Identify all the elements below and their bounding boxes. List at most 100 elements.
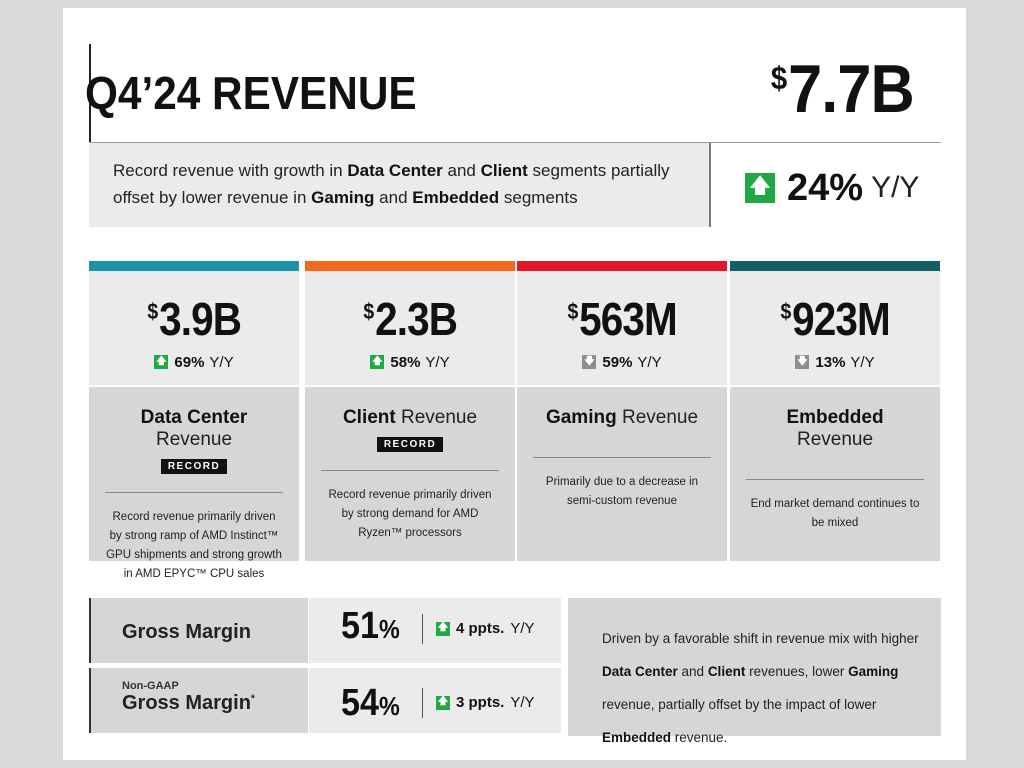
summary-highlight: Embedded <box>412 188 500 207</box>
segment-change-unit: Y/Y <box>209 353 234 371</box>
growth-unit: Y/Y <box>871 171 920 204</box>
segment-name-rest: Revenue <box>395 407 478 428</box>
segment-name-bold: Data Center <box>140 407 248 428</box>
segment-details: Gaming Revenue Primarily due to a decreas… <box>517 385 727 561</box>
segment-card: $2.3B 🡅 58% Y/Y Client Revenue RECORD Record r… <box>305 261 515 561</box>
segment-details: Embedded Revenue End market demand contin… <box>730 385 940 561</box>
segment-name-bold: Embedded <box>786 407 884 428</box>
margin-divider <box>422 614 423 644</box>
currency-sign: $ <box>147 299 158 324</box>
margin-change: 🡅 3 ppts. Y/Y <box>436 694 535 711</box>
segment-change: 🡅 58% Y/Y <box>305 354 515 371</box>
arrow-down-icon: 🡇 <box>582 355 597 370</box>
margin-value: 54 <box>341 682 380 724</box>
segment-card: $563M 🡇 59% Y/Y Gaming Revenue Primarily due … <box>517 261 727 561</box>
margin-label-cell: Non-GAAP Gross Margin* <box>89 668 308 733</box>
segment-color-bar <box>89 261 299 271</box>
summary-text: and <box>442 161 481 180</box>
segment-change: 🡅 69% Y/Y <box>89 354 299 371</box>
percent-sign: % <box>379 614 400 644</box>
segment-metrics: $563M 🡇 59% Y/Y <box>517 271 727 385</box>
note-highlight: Data Center <box>602 664 678 679</box>
header-divider <box>89 142 941 143</box>
margin-label-cell: Gross Margin <box>89 598 308 663</box>
record-badge: RECORD <box>160 459 228 474</box>
segment-change-value: 58% <box>390 353 421 371</box>
segment-name-rest: Revenue <box>155 429 233 450</box>
segment-metrics: $3.9B 🡅 69% Y/Y <box>89 271 299 385</box>
segment-description: Primarily due to a decrease in semi-cust… <box>545 476 699 507</box>
total-revenue: $7.7B <box>771 50 915 128</box>
margin-divider <box>422 688 423 718</box>
note-highlight: Gaming <box>848 664 899 679</box>
currency-sign: $ <box>363 299 374 324</box>
footnote-marker: * <box>250 693 255 705</box>
margin-note: Driven by a favorable shift in revenue m… <box>568 598 941 745</box>
margin-percent: 51% <box>341 605 400 648</box>
segment-change-value: 13% <box>815 353 846 371</box>
segment-metrics: $923M 🡇 13% Y/Y <box>730 271 940 385</box>
margin-percent: 54% <box>341 682 400 725</box>
segment-color-bar <box>517 261 727 271</box>
percent-sign: % <box>379 691 400 721</box>
segment-name-rest: Revenue <box>796 429 874 450</box>
segment-divider <box>105 492 283 493</box>
segment-color-bar <box>305 261 515 271</box>
margin-sublabel: Non-GAAP <box>122 680 179 692</box>
segment-revenue-value: 563M <box>578 292 678 345</box>
segment-revenue-value: 923M <box>791 292 891 345</box>
margin-label-text: Gross Margin <box>122 621 251 643</box>
margin-change-value: 3 ppts. <box>456 694 505 711</box>
note-text: revenues, lower <box>745 664 849 679</box>
margin-change-value: 4 ppts. <box>456 620 505 637</box>
note-highlight: Embedded <box>602 730 672 745</box>
arrow-up-icon: 🡅 <box>154 355 169 370</box>
segment-change-unit: Y/Y <box>425 353 450 371</box>
margin-change-unit: Y/Y <box>510 694 535 711</box>
segment-name: Data Center Revenue <box>105 407 283 451</box>
note-highlight: Client <box>707 664 746 679</box>
summary-highlight: Client <box>480 161 528 180</box>
segment-revenue: $3.9B <box>147 285 242 346</box>
segment-divider <box>746 479 924 480</box>
margin-change-unit: Y/Y <box>510 620 535 637</box>
margin-row: Gross Margin 51% 🡅 4 ppts. Y/Y <box>89 598 561 663</box>
segment-revenue: $923M <box>780 285 891 346</box>
margin-value-cell: 54% 🡅 3 ppts. Y/Y <box>309 668 561 733</box>
segment-name-bold: Client <box>342 407 396 428</box>
summary-text: and <box>374 188 413 207</box>
segment-details: Client Revenue RECORD Record revenue prima… <box>305 385 515 561</box>
margin-change: 🡅 4 ppts. Y/Y <box>436 620 535 637</box>
total-revenue-value: 7.7B <box>788 51 915 127</box>
growth-value: 24% <box>787 166 864 209</box>
segment-change-value: 59% <box>602 353 633 371</box>
header-frame <box>89 44 710 142</box>
page-title: Q4’24 REVENUE <box>85 67 417 119</box>
summary-text: segments partially offset by lower reven… <box>113 161 670 207</box>
summary-text: segments <box>499 188 578 207</box>
segment-color-bar <box>730 261 940 271</box>
summary-divider <box>709 143 711 227</box>
segment-card: $923M 🡇 13% Y/Y Embedded Revenue End market d… <box>730 261 940 561</box>
segment-details: Data Center Revenue RECORD Record revenue … <box>89 385 299 580</box>
segment-revenue-value: 3.9B <box>158 292 242 345</box>
note-text: revenue, partially offset by the impact … <box>602 697 877 712</box>
margin-value: 51 <box>341 605 380 647</box>
summary-text: Record revenue with growth in <box>113 161 348 180</box>
segment-description: Record revenue primarily driven by stron… <box>106 511 282 580</box>
note-text: Driven by a favorable shift in revenue m… <box>602 631 919 646</box>
segment-revenue: $2.3B <box>363 285 458 346</box>
segment-revenue: $563M <box>567 285 678 346</box>
currency-sign: $ <box>567 299 578 324</box>
margin-row: Non-GAAP Gross Margin* 54% 🡅 3 ppts. Y/Y <box>89 668 561 733</box>
segment-change-unit: Y/Y <box>637 353 662 371</box>
segment-card: $3.9B 🡅 69% Y/Y Data Center Revenue RECORD Rec… <box>89 261 299 580</box>
segment-change: 🡇 59% Y/Y <box>517 354 727 371</box>
segment-name-bold: Gaming <box>545 407 617 428</box>
segment-metrics: $2.3B 🡅 58% Y/Y <box>305 271 515 385</box>
segment-name: Embedded Revenue <box>746 407 924 451</box>
arrow-up-icon: 🡅 <box>436 621 450 636</box>
margin-label: Gross Margin* <box>122 692 308 715</box>
segment-name-rest: Revenue <box>616 407 699 428</box>
segment-divider <box>533 457 711 458</box>
